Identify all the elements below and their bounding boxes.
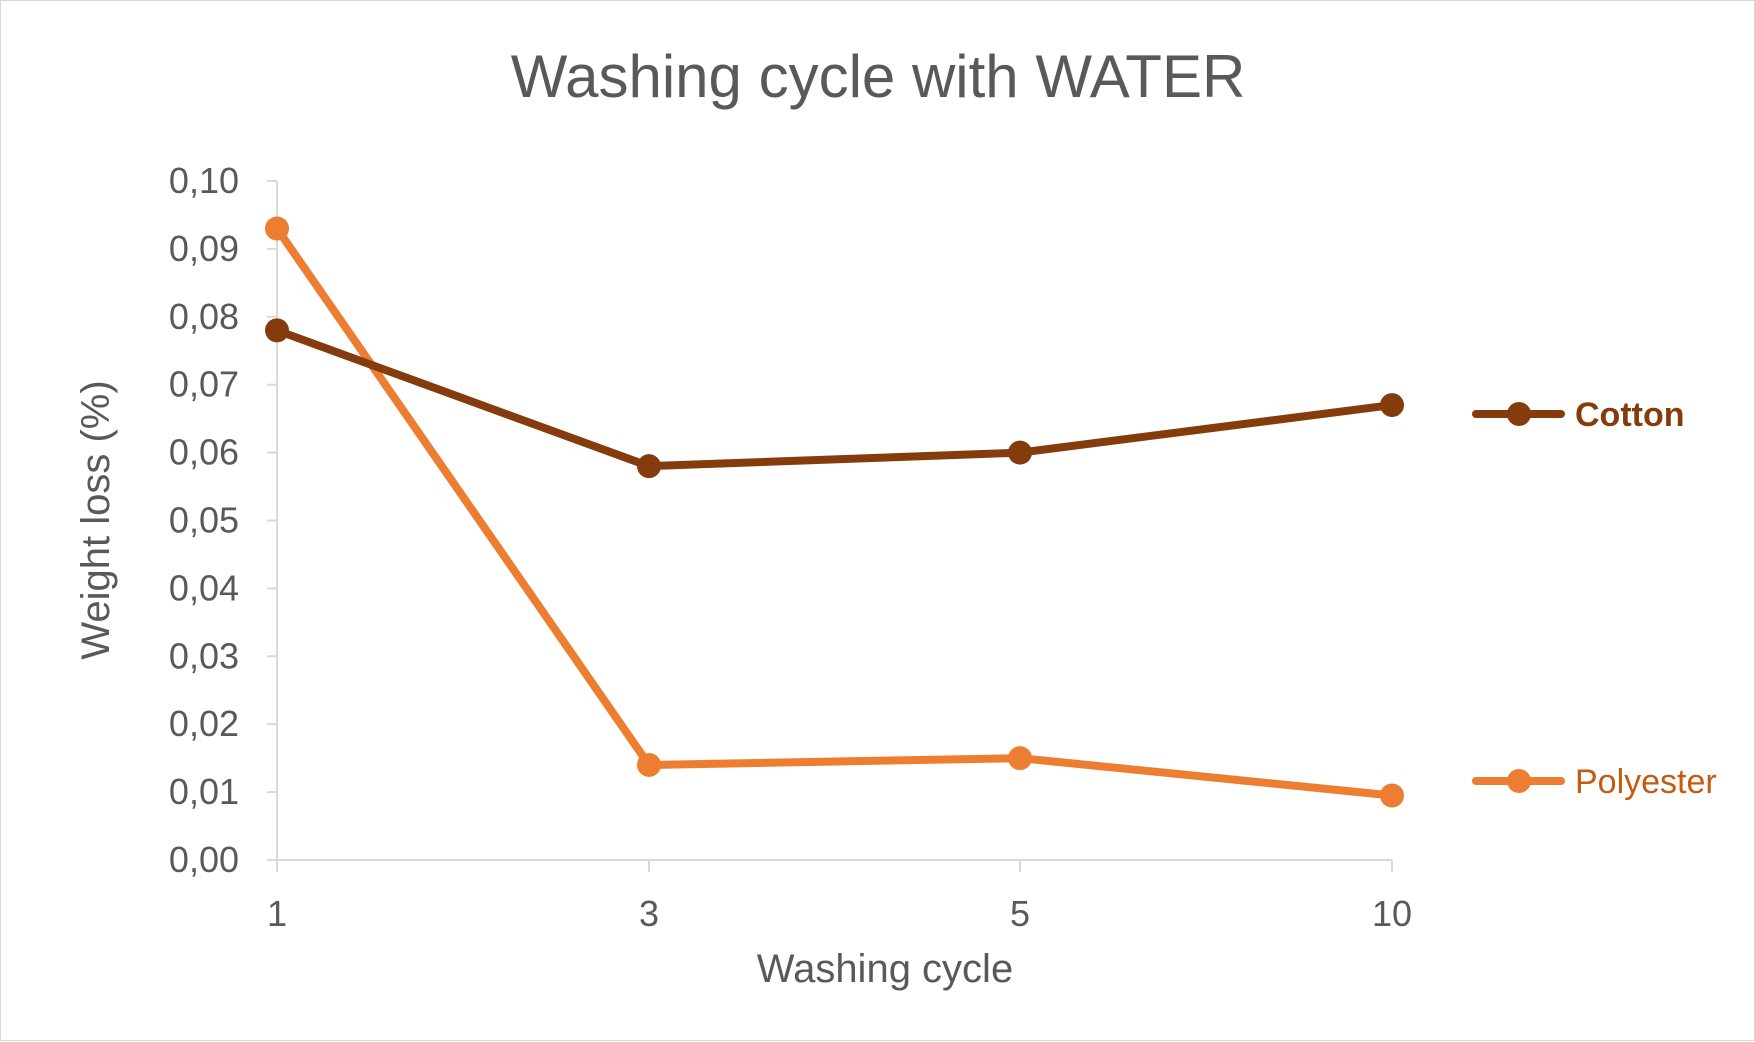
y-tick-label: 0,01 <box>169 771 239 812</box>
legend-item-cotton: Cotton <box>1472 396 1685 434</box>
y-tick-label: 0,00 <box>169 839 239 880</box>
y-tick-label: 0,06 <box>169 432 239 473</box>
x-tick-label: 3 <box>639 893 659 934</box>
y-tick-label: 0,08 <box>169 296 239 337</box>
data-point-cotton <box>1380 393 1404 418</box>
legend: Cotton Polyester <box>1472 396 1717 801</box>
x-tick-label: 5 <box>1010 893 1030 934</box>
x-tick-label: 1 <box>267 893 287 934</box>
legend-label-polyester: Polyester <box>1575 763 1717 801</box>
legend-label-cotton: Cotton <box>1575 396 1685 434</box>
x-axis-title: Washing cycle <box>757 947 1013 991</box>
y-tick-label: 0,02 <box>169 703 239 744</box>
legend-marker <box>1507 402 1531 426</box>
y-tick-label: 0,07 <box>169 364 239 405</box>
data-point-polyester <box>1008 746 1032 771</box>
legend-marker <box>1507 769 1531 793</box>
data-point-polyester <box>637 752 661 777</box>
y-axis-title: Weight loss (%) <box>74 380 118 659</box>
x-tick-label: 10 <box>1372 893 1412 934</box>
y-tick-label: 0,04 <box>169 567 239 608</box>
data-point-cotton <box>265 318 289 343</box>
x-axis-ticks: 1 3 5 10 <box>267 860 1412 934</box>
data-point-polyester <box>265 216 289 241</box>
y-tick-label: 0,09 <box>169 228 239 269</box>
series-cotton <box>265 318 1404 479</box>
data-point-cotton <box>637 454 661 479</box>
data-point-polyester <box>1380 783 1404 808</box>
legend-item-polyester: Polyester <box>1472 763 1717 801</box>
series-line-cotton <box>273 326 1396 471</box>
y-axis-ticks: 0,00 0,01 0,02 0,03 0,04 0,05 0,06 0,07 0,08 0,09… <box>169 160 277 880</box>
series-line-polyester <box>273 224 1396 800</box>
y-tick-label: 0,10 <box>169 160 239 201</box>
series-lines <box>265 216 1404 808</box>
series-polyester <box>265 216 1404 808</box>
y-tick-label: 0,05 <box>169 500 239 541</box>
data-point-cotton <box>1008 440 1032 465</box>
chart-title: Washing cycle with WATER <box>511 43 1246 110</box>
y-tick-label: 0,03 <box>169 635 239 676</box>
